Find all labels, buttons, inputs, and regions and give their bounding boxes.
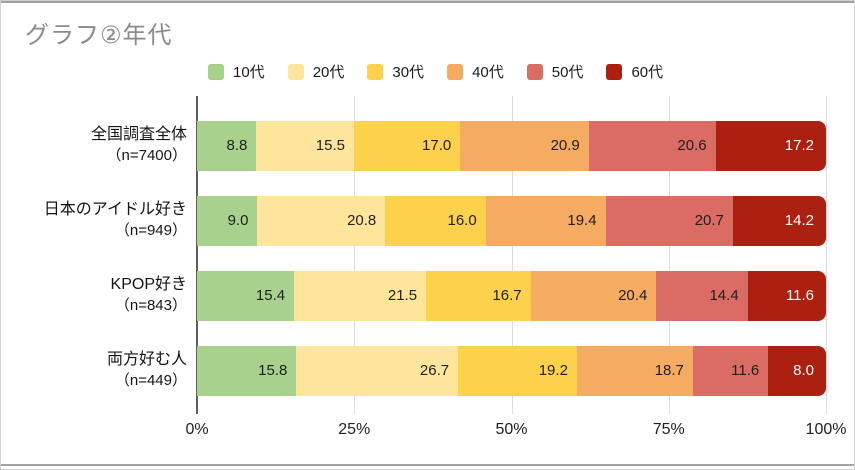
legend-item-20代: 20代 <box>287 61 345 82</box>
category-label: 日本のアイドル好き （n=949） <box>1 200 197 240</box>
bar-segment-20代: 15.5 <box>256 120 354 171</box>
legend-swatch-icon <box>606 63 623 80</box>
legend-label: 60代 <box>631 64 664 81</box>
chart-title: グラフ②年代 <box>25 22 173 49</box>
bar-segment-20代: 26.7 <box>296 345 459 396</box>
bar-segment-50代: 20.6 <box>588 120 716 171</box>
axis-tick-label: 100% <box>805 421 847 438</box>
bar-segment-40代: 20.9 <box>460 120 589 171</box>
legend-label: 30代 <box>392 64 425 81</box>
legend-label: 10代 <box>233 64 265 81</box>
bar-row: 両方好む人 （n=449） 15.8 26.7 19.2 18.7 11.6 8.0 <box>1 333 854 408</box>
legend-swatch-icon <box>287 63 304 80</box>
bar-segment-60代: 11.6 <box>747 270 827 321</box>
bar-segment-30代: 19.2 <box>458 345 577 396</box>
category-name: 全国調査全体 <box>90 126 187 144</box>
axis-tick-label: 50% <box>495 421 528 438</box>
bar-segment-40代: 18.7 <box>576 345 693 396</box>
bar-segment-50代: 20.7 <box>605 195 733 246</box>
legend-label: 40代 <box>472 64 504 81</box>
bar-segment-40代: 19.4 <box>485 195 606 246</box>
category-sample-size: （n=843） <box>114 297 187 315</box>
legend-label: 20代 <box>312 64 345 81</box>
bar-row: 全国調査全体 （n=7400） 8.8 15.5 17.0 20.9 20.6 17.2 <box>1 108 854 183</box>
legend-item-50代: 50代 <box>526 61 584 82</box>
legend-item-60代: 60代 <box>606 61 663 82</box>
category-name: 両方好む人 <box>106 351 187 369</box>
legend-item-40代: 40代 <box>447 61 504 82</box>
category-name: 日本のアイドル好き <box>43 201 187 219</box>
bar-segment-10代: 8.8 <box>197 120 257 171</box>
axis-tick-label: 75% <box>652 421 685 438</box>
category-sample-size: （n=949） <box>114 222 187 240</box>
bar-segment-30代: 16.7 <box>426 270 531 321</box>
axis-tick-label: 25% <box>338 421 371 438</box>
bar-segment-60代: 14.2 <box>732 195 826 246</box>
bar-segment-60代: 17.2 <box>715 120 826 171</box>
category-label: 両方好む人 （n=449） <box>1 350 197 390</box>
bar-segment-40代: 20.4 <box>530 270 657 321</box>
chart-legend: 10代 20代 30代 40代 50代 60代 <box>208 61 663 82</box>
category-sample-size: （n=449） <box>114 372 187 390</box>
bar-track: 15.4 21.5 16.7 20.4 14.4 11.6 <box>197 270 827 321</box>
bar-segment-10代: 15.8 <box>197 345 297 396</box>
legend-item-30代: 30代 <box>367 61 424 82</box>
category-label: KPOP好き （n=843） <box>1 275 197 315</box>
category-name: KPOP好き <box>110 276 187 294</box>
category-label: 全国調査全体 （n=7400） <box>1 125 197 165</box>
x-axis: 0% 25% 50% 75% 100% <box>185 416 846 440</box>
category-sample-size: （n=7400） <box>106 147 187 165</box>
bar-track: 8.8 15.5 17.0 20.9 20.6 17.2 <box>197 120 826 171</box>
bar-track: 9.0 20.8 16.0 19.4 20.7 14.2 <box>197 195 826 246</box>
legend-swatch-icon <box>526 63 543 80</box>
bar-row: KPOP好き （n=843） 15.4 21.5 16.7 20.4 14.4 11.6 <box>1 258 854 333</box>
bar-segment-20代: 20.8 <box>257 195 386 246</box>
bar-segment-10代: 9.0 <box>197 195 258 246</box>
bar-segment-30代: 17.0 <box>354 120 461 171</box>
axis-tick-label: 0% <box>185 421 209 438</box>
bar-segment-10代: 15.4 <box>197 270 295 321</box>
bar-segment-30代: 16.0 <box>385 195 486 246</box>
legend-swatch-icon <box>447 63 464 80</box>
bar-segment-20代: 21.5 <box>294 270 427 321</box>
top-edge-divider <box>1 1 854 3</box>
legend-item-10代: 10代 <box>208 61 265 82</box>
bar-rows: 全国調査全体 （n=7400） 8.8 15.5 17.0 20.9 20.6 17.2 日本の… <box>1 96 854 408</box>
bar-track: 15.8 26.7 19.2 18.7 11.6 8.0 <box>197 345 827 396</box>
stacked-bar-chart: 全国調査全体 （n=7400） 8.8 15.5 17.0 20.9 20.6 17.2 日本の… <box>1 96 854 414</box>
bar-segment-60代: 8.0 <box>768 345 827 396</box>
bar-row: 日本のアイドル好き （n=949） 9.0 20.8 16.0 19.4 20.7 14.2 <box>1 183 854 258</box>
bottom-edge-divider <box>1 464 854 466</box>
bar-segment-50代: 11.6 <box>692 345 769 396</box>
legend-swatch-icon <box>367 63 384 80</box>
legend-swatch-icon <box>208 63 224 80</box>
bar-segment-50代: 14.4 <box>656 270 748 321</box>
legend-label: 50代 <box>551 64 584 81</box>
